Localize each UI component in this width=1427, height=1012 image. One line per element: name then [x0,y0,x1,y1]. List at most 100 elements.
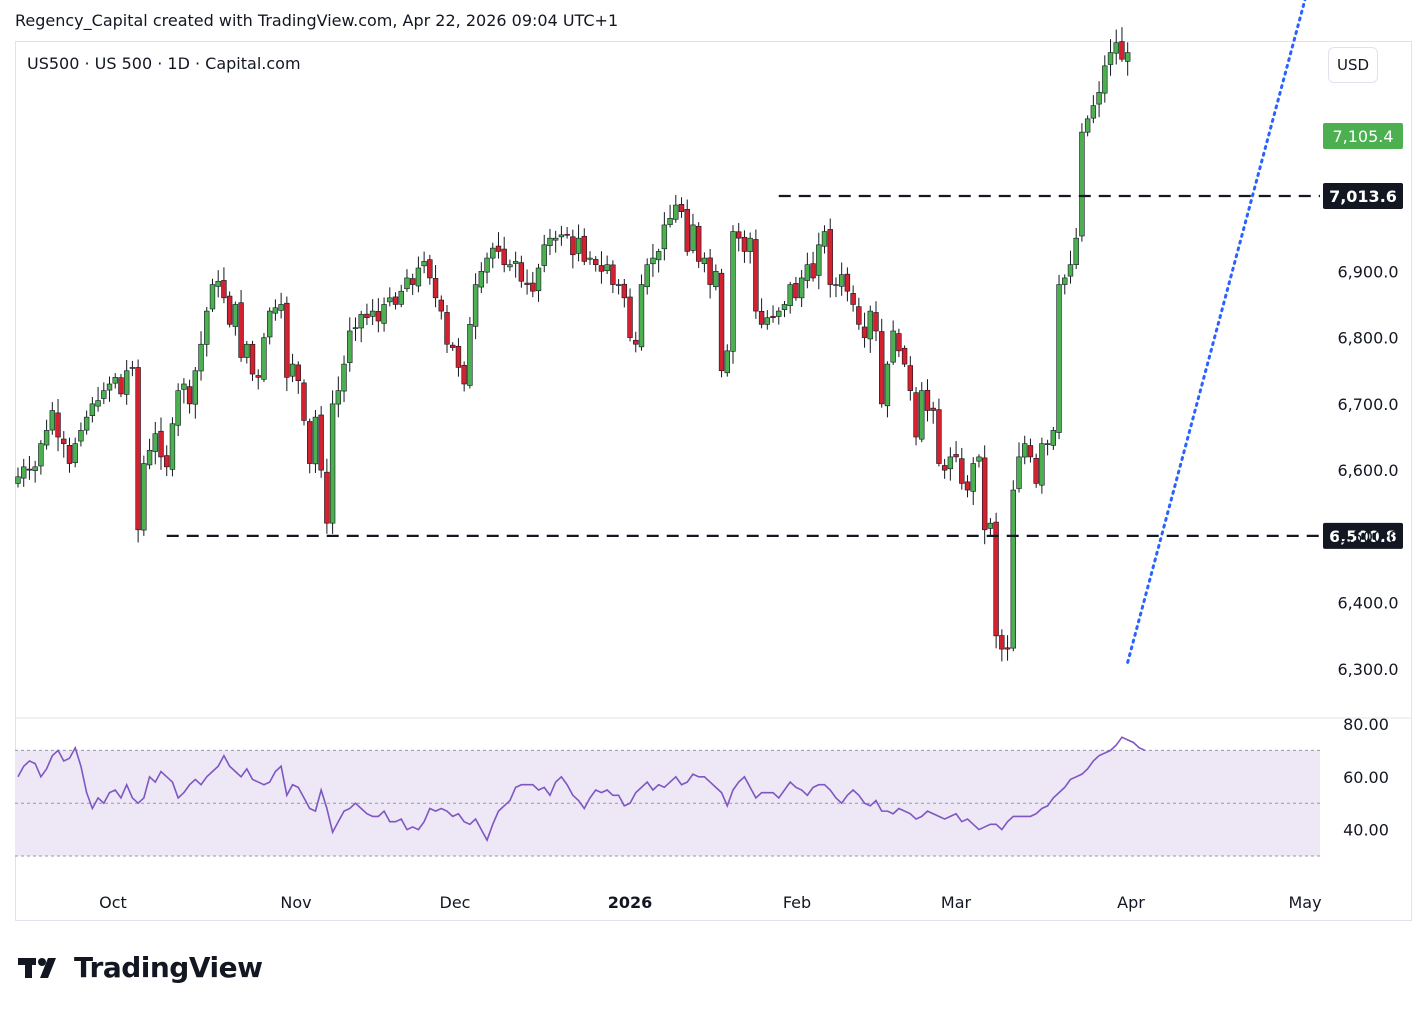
candle-body [164,455,170,468]
candle-body [638,284,645,348]
candle [621,278,628,308]
candle [879,318,885,408]
candle-body [524,282,530,285]
candle-body [1067,264,1074,277]
candle [112,373,118,389]
candle-body [192,370,199,405]
candle-body [123,370,130,395]
price-tick-label: 6,700.0 [1337,395,1398,414]
candle [970,457,976,506]
candle-body [753,239,759,312]
candle [953,441,959,463]
price-overlays [166,0,1320,664]
candle [1022,435,1028,465]
candle [221,267,227,304]
candle-body [1102,65,1108,94]
candle-body [1039,443,1045,486]
candle [690,213,696,254]
candle [1010,480,1016,652]
candle-body [976,456,982,462]
candle-body [850,293,856,305]
price-tick-label: 6,500.0 [1337,527,1398,546]
candle-body [781,304,788,311]
last-price-label: 7,105.4 [1332,127,1393,146]
candle-body [1124,52,1131,62]
candle [375,298,382,333]
tradingview-brand: TradingView [18,951,263,984]
symbol-info[interactable]: US500 · US 500 · 1D · Capital.com [27,54,301,73]
candle-body [747,237,753,252]
candle [78,422,84,447]
candle [238,289,244,362]
candle-body [621,283,628,299]
candle [369,299,376,326]
candle-body [667,217,673,225]
candle-body [896,333,902,352]
candle [701,252,708,273]
candle-body [1096,92,1102,105]
candle-body [861,326,868,338]
candle [890,320,896,365]
candle [1039,437,1045,494]
candle [850,285,856,312]
candle [667,204,673,228]
candle [661,212,668,261]
candle-body [432,278,439,299]
candle-body [32,466,38,471]
candle-body [907,365,914,391]
candle-body [221,280,227,299]
candle-body [404,277,410,290]
candle-body [38,443,44,467]
candle [329,390,336,534]
candle-body [627,296,633,338]
rsi-line [17,736,1146,843]
candle [461,361,467,392]
candle-body [381,304,387,324]
candle [444,304,450,353]
candle [924,379,931,422]
candle [467,317,473,389]
candle [312,409,319,473]
candle-body [427,259,433,279]
candle-body [341,363,347,392]
tradingview-logo-icon [18,957,56,978]
candle-body [1079,131,1085,237]
time-tick-label: Oct [99,893,127,912]
candle [1084,115,1091,137]
candle-body [587,257,593,260]
candle-body [867,310,873,340]
candle-body [959,458,965,484]
candle-body [101,390,107,399]
candle [415,256,422,293]
candle [787,281,793,314]
candle [318,406,324,478]
candle-body [730,231,736,352]
candle-body [472,284,479,327]
candle [141,455,147,536]
candle [192,367,199,419]
rsi-tick-label: 40.00 [1343,821,1389,840]
candle-body [329,403,336,524]
candle [295,361,301,394]
candle-body [490,247,496,259]
candle [266,307,273,345]
candle [615,279,622,295]
time-tick-label: May [1288,893,1321,912]
candle-body [118,377,124,395]
candle-body [284,302,290,378]
candle [764,310,771,330]
candle [718,268,725,378]
candle-body [215,280,221,287]
candle [43,419,50,450]
candle [530,271,536,298]
time-tick-label: Feb [783,893,811,912]
candle-body [884,363,891,407]
currency-button[interactable]: USD [1328,47,1378,83]
candle-body [266,310,273,338]
candle-body [581,235,587,262]
candle [1004,635,1011,661]
candle [101,382,107,404]
candle [1096,81,1102,118]
candle-body [347,330,353,363]
